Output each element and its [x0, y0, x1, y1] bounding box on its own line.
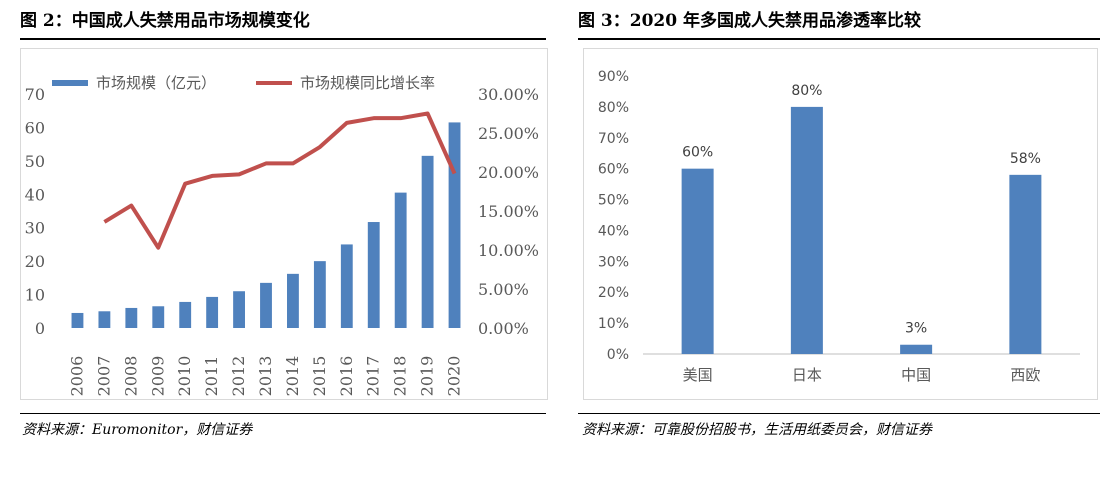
y-tick-label: 20%	[598, 285, 629, 301]
left-source-rule	[20, 413, 546, 414]
x-tick-label: 2020	[445, 356, 464, 397]
x-tick-label: 2007	[94, 356, 113, 397]
y-tick-label: 70%	[598, 131, 629, 147]
right-figure-title: 图 3：2020 年多国成人失禁用品渗透率比较	[578, 11, 921, 31]
right-source: 资料来源：可靠股份招股书，生活用纸委员会，财信证券	[582, 422, 932, 438]
market-size-bar	[313, 261, 326, 328]
x-tick-label: 2014	[283, 356, 302, 397]
left-legend: 市场规模（亿元） 市场规模同比增长率	[52, 74, 435, 92]
bar-data-label: 80%	[791, 83, 822, 99]
x-tick-label: 2013	[256, 356, 275, 397]
left-axis-tick-label: 50	[25, 152, 45, 171]
left-axis-tick-label: 10	[25, 286, 45, 305]
x-tick-label: 2016	[337, 356, 356, 397]
left-y-axis-left: 0 10 20 30 40 50 60 70	[25, 85, 45, 338]
left-x-labels: 2006 2007 2008 2009 2010 2011 2012 2013 2014 2015…	[67, 356, 463, 397]
y-tick-label: 80%	[598, 100, 629, 116]
x-tick-label: 日本	[792, 366, 822, 384]
market-size-bar	[152, 306, 165, 328]
right-axis-tick-label: 15.00%	[478, 202, 539, 221]
penetration-bar	[900, 344, 933, 354]
market-size-bar	[98, 311, 111, 328]
x-tick-label: 美国	[683, 366, 713, 384]
legend-label-line: 市场规模同比增长率	[300, 74, 435, 92]
penetration-bar	[681, 168, 714, 354]
left-title-rule	[20, 38, 546, 40]
right-chart: 0% 10% 20% 30% 40% 50% 60% 70% 80% 90% 60% 80% 3% 58…	[583, 48, 1098, 400]
left-axis-tick-label: 20	[25, 252, 45, 271]
x-tick-label: 西欧	[1010, 366, 1040, 384]
y-tick-label: 10%	[598, 316, 629, 332]
market-size-bar	[260, 282, 272, 328]
left-axis-tick-label: 60	[25, 118, 45, 137]
market-size-bar	[287, 273, 299, 328]
bar-data-label: 3%	[905, 321, 927, 337]
market-size-bar	[367, 222, 380, 328]
left-bars	[71, 122, 461, 329]
left-figure-title: 图 2：中国成人失禁用品市场规模变化	[20, 11, 310, 31]
left-chart: 市场规模（亿元） 市场规模同比增长率 0 10 20 30 40 50 60 70 0.00%…	[20, 48, 548, 400]
penetration-bar	[790, 106, 823, 354]
x-tick-label: 2010	[175, 356, 194, 397]
growth-rate-line	[103, 111, 457, 250]
right-bars: 60% 80% 3% 58%	[681, 83, 1042, 354]
x-tick-label: 2019	[418, 356, 437, 397]
bar-data-label: 60%	[682, 145, 713, 161]
right-source-rule	[578, 413, 1100, 414]
market-size-bar	[125, 307, 138, 328]
y-tick-label: 60%	[598, 162, 629, 178]
left-source: 资料来源：Euromonitor，财信证券	[22, 422, 253, 438]
market-size-bar	[394, 192, 407, 328]
x-tick-label: 2009	[148, 356, 167, 397]
left-chart-frame	[20, 48, 548, 400]
legend-label-bar: 市场规模（亿元）	[96, 74, 216, 92]
left-axis-tick-label: 30	[25, 219, 45, 238]
right-y-axis: 0% 10% 20% 30% 40% 50% 60% 70% 80% 90%	[598, 69, 1080, 363]
legend-swatch-bar	[52, 80, 88, 86]
x-tick-label: 2008	[121, 356, 140, 397]
right-axis-tick-label: 10.00%	[478, 241, 539, 260]
bar-data-label: 58%	[1010, 151, 1041, 167]
x-tick-label: 2011	[202, 356, 221, 397]
y-tick-label: 90%	[598, 69, 629, 85]
market-size-bar	[206, 296, 219, 328]
left-axis-tick-label: 40	[25, 185, 45, 204]
left-axis-tick-label: 0	[35, 319, 45, 338]
right-axis-tick-label: 5.00%	[478, 280, 529, 299]
market-size-bar	[179, 301, 192, 328]
market-size-bar	[421, 155, 434, 328]
market-size-bar	[340, 244, 353, 328]
right-axis-tick-label: 20.00%	[478, 163, 539, 182]
y-tick-label: 50%	[598, 193, 629, 209]
penetration-bar	[1009, 174, 1042, 354]
y-tick-label: 40%	[598, 223, 629, 239]
x-tick-label: 2012	[229, 356, 248, 397]
x-tick-label: 中国	[901, 366, 931, 384]
right-title-rule	[578, 38, 1100, 40]
left-y-axis-right: 0.00% 5.00% 10.00% 15.00% 20.00% 25.00% 30.00%	[478, 85, 539, 338]
y-tick-label: 30%	[598, 254, 629, 270]
left-axis-tick-label: 70	[25, 85, 45, 104]
market-size-bar	[71, 312, 84, 328]
right-axis-tick-label: 25.00%	[478, 124, 539, 143]
right-axis-tick-label: 0.00%	[478, 319, 529, 338]
x-tick-label: 2018	[391, 356, 410, 397]
right-axis-tick-label: 30.00%	[478, 85, 539, 104]
market-size-bar	[448, 122, 461, 329]
right-x-labels: 美国 日本 中国 西欧	[683, 366, 1041, 384]
x-tick-label: 2006	[67, 356, 86, 397]
y-tick-label: 0%	[607, 347, 629, 363]
x-tick-label: 2017	[364, 356, 383, 397]
market-size-bar	[233, 291, 245, 328]
x-tick-label: 2015	[310, 356, 329, 397]
